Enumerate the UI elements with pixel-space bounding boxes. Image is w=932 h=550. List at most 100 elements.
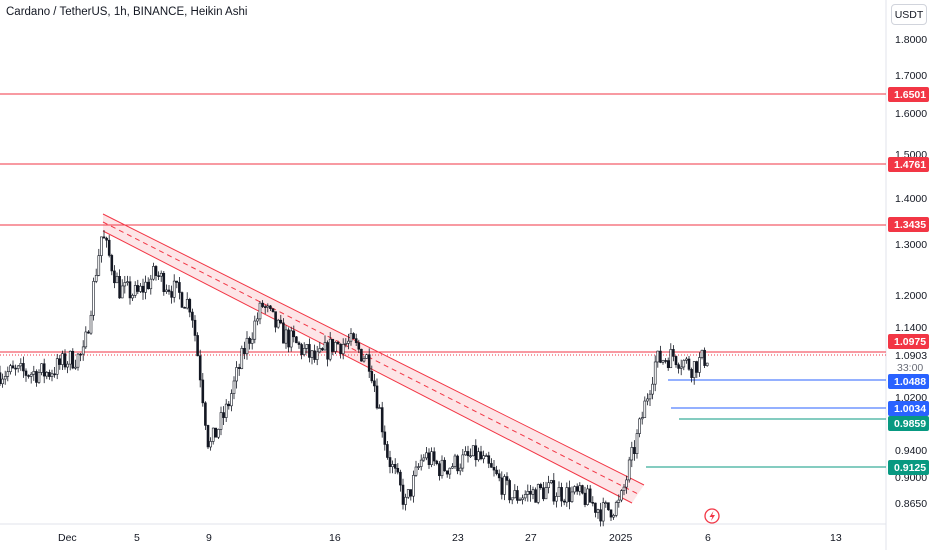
candle-body [656,350,660,363]
candle-body [144,281,147,293]
candle-body [565,487,569,503]
candle-body [396,468,400,473]
candle-body [279,319,283,324]
currency-button[interactable]: USDT [891,4,927,25]
candle-body [318,348,322,353]
price-tick-label: 1.8000 [895,34,927,46]
level-badge[interactable]: 1.0975 [888,334,929,349]
candle-body [315,351,319,360]
candle-body [74,366,77,369]
candle-body [448,467,452,475]
candle-body [136,285,140,292]
price-tick-label: 0.8650 [895,498,927,510]
candle-body [375,385,379,409]
candle-body [685,358,688,361]
svg-text:1.3435: 1.3435 [894,219,926,231]
candle-body [604,502,608,504]
candle-body [331,338,335,352]
level-badge[interactable]: 1.6501 [888,87,929,102]
svg-text:1.6501: 1.6501 [894,89,926,101]
candle-body [617,499,621,503]
candle-body [113,270,116,284]
level-badge[interactable]: 1.3435 [888,217,929,232]
candle-body [578,485,582,492]
candle-body [435,460,439,464]
candle-body [266,305,270,308]
candle-body [601,502,605,522]
candle-body [149,278,153,290]
trend-channel-lower[interactable] [102,230,633,504]
candle-body [497,473,501,479]
candle-body [352,333,355,339]
candle-body [336,342,340,345]
candle-body [456,455,459,472]
candle-body [646,398,649,402]
candle-body [562,500,566,503]
candle-body [638,418,641,434]
lightning-icon[interactable] [704,508,720,524]
level-badge[interactable]: 1.4761 [888,157,929,172]
candle-body [586,488,589,505]
candle-body [53,373,56,376]
candle-body [659,350,662,363]
candle-body [513,490,517,499]
candle-body [123,282,127,287]
time-tick-label: 9 [206,532,212,544]
candle-body [399,471,402,486]
candle-body [230,393,233,407]
time-tick-label: Dec [58,532,77,544]
candle-body [583,492,587,505]
candle-body [557,487,561,497]
candle-body [521,497,524,500]
candle-body [536,484,540,503]
time-tick-label: 16 [329,532,341,544]
candle-body [152,266,155,280]
candle-body [32,371,36,375]
candle-body [547,482,550,488]
level-badge[interactable]: 1.0034 [888,401,929,416]
level-badge[interactable]: 0.9125 [888,460,929,475]
candle-body [297,342,301,345]
candle-body [287,329,290,348]
level-badge[interactable]: 1.0488 [888,374,929,389]
level-badge[interactable]: 0.9859 [888,416,929,431]
candle-body [458,467,462,472]
candle-body [341,344,345,355]
candle-body [27,375,30,377]
candle-body [29,373,33,377]
candle-body [482,455,485,460]
candle-body [250,338,254,344]
candle-body [648,393,652,400]
candle-body [625,479,628,488]
candle-body [692,361,696,378]
candle-body [690,369,693,378]
candle-body [630,447,634,461]
candle-body [438,463,441,477]
candle-body [19,363,23,367]
candle-body [526,490,530,495]
candle-body [261,302,264,307]
svg-text:1.0034: 1.0034 [894,403,926,415]
candle-body [206,425,210,448]
candle-body [37,372,41,383]
candle-body [492,467,496,471]
candle-body [321,348,324,351]
candle-body [620,490,623,501]
candle-body [310,350,314,358]
candle-body [627,459,631,481]
current-price-badge [887,348,929,362]
candle-body [700,349,704,358]
candle-body [204,402,207,426]
candle-body [425,452,428,459]
candle-body [596,509,600,513]
candle-body [159,272,163,277]
trend-channel-upper[interactable] [102,213,645,486]
candle-body [328,338,332,360]
candle-body [115,276,119,284]
candle-body [139,285,142,292]
candle-body [529,490,532,495]
trend-channel[interactable] [103,214,644,503]
current-price-label: 1.0903 [895,350,927,362]
candle-body [508,480,511,501]
